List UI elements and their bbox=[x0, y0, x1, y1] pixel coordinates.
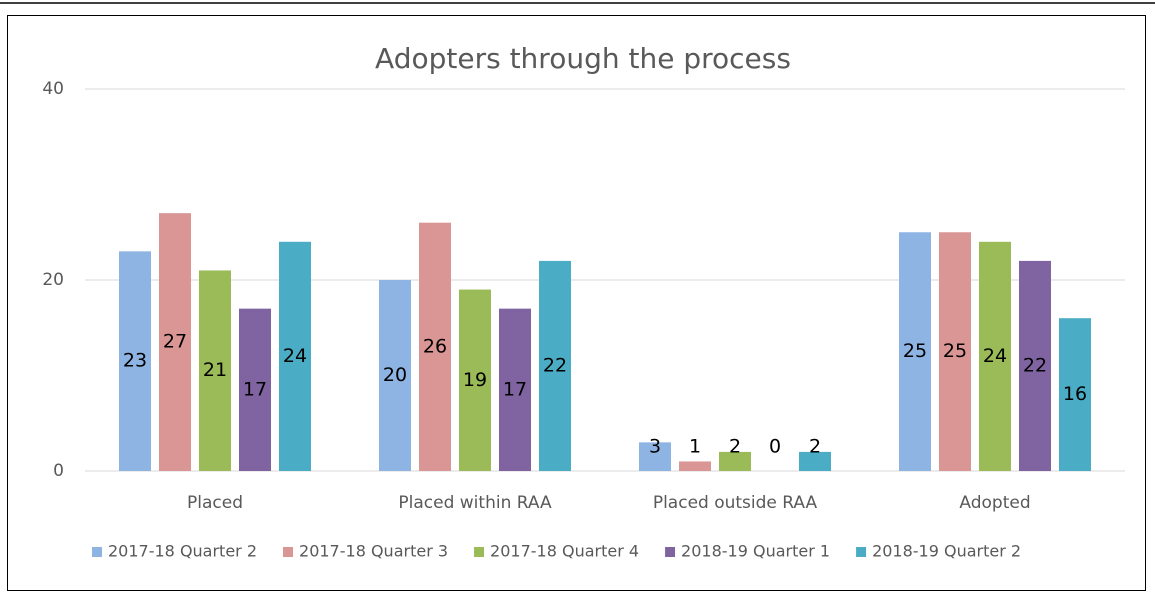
bar bbox=[199, 270, 231, 471]
bar bbox=[239, 308, 271, 471]
legend-swatch bbox=[474, 547, 485, 557]
bar bbox=[159, 213, 191, 471]
chart-title: Adopters through the process bbox=[375, 42, 791, 75]
chart-border bbox=[7, 15, 1146, 591]
data-label: 24 bbox=[283, 345, 307, 367]
y-tick-label: 40 bbox=[42, 79, 64, 99]
bar bbox=[459, 289, 491, 471]
legend-label: 2017-18 Quarter 2 bbox=[108, 542, 257, 561]
x-tick-label: Placed bbox=[187, 493, 243, 513]
data-label: 27 bbox=[163, 331, 187, 353]
data-label: 16 bbox=[1063, 383, 1087, 405]
legend-label: 2018-19 Quarter 1 bbox=[681, 542, 830, 561]
data-label: 22 bbox=[1023, 354, 1047, 376]
bar bbox=[539, 260, 571, 471]
data-label: 20 bbox=[383, 364, 407, 386]
bar bbox=[719, 451, 751, 471]
data-label: 17 bbox=[503, 378, 527, 400]
legend-label: 2017-18 Quarter 3 bbox=[299, 542, 448, 561]
bar bbox=[799, 451, 831, 471]
bar bbox=[979, 241, 1011, 471]
y-tick-label: 0 bbox=[53, 461, 64, 481]
bar bbox=[419, 222, 451, 471]
data-label: 24 bbox=[983, 345, 1007, 367]
x-tick-label: Placed within RAA bbox=[398, 493, 552, 513]
data-label: 3 bbox=[649, 436, 661, 458]
bar bbox=[279, 241, 311, 471]
bar bbox=[899, 232, 931, 471]
data-label: 2 bbox=[729, 436, 741, 458]
data-label: 22 bbox=[543, 354, 567, 376]
x-tick-label: Placed outside RAA bbox=[653, 493, 818, 513]
data-label: 0 bbox=[769, 436, 781, 458]
bar bbox=[499, 308, 531, 471]
bar bbox=[639, 442, 671, 471]
data-label: 21 bbox=[203, 359, 227, 381]
bar bbox=[119, 251, 151, 471]
bar bbox=[939, 232, 971, 471]
legend-swatch bbox=[283, 547, 294, 557]
bar bbox=[679, 461, 711, 471]
data-label: 17 bbox=[243, 378, 267, 400]
y-tick-label: 20 bbox=[42, 270, 64, 290]
x-tick-label: Adopted bbox=[959, 493, 1030, 513]
data-label: 2 bbox=[809, 436, 821, 458]
legend-label: 2017-18 Quarter 4 bbox=[490, 542, 639, 561]
legend-swatch bbox=[92, 547, 102, 557]
data-label: 1 bbox=[689, 436, 701, 458]
data-label: 23 bbox=[123, 350, 147, 372]
bar bbox=[379, 280, 411, 471]
data-label: 25 bbox=[943, 340, 967, 362]
legend-label: 2018-19 Quarter 2 bbox=[872, 542, 1021, 561]
bar bbox=[1059, 318, 1091, 471]
legend-swatch bbox=[856, 547, 867, 557]
data-label: 25 bbox=[903, 340, 927, 362]
data-label: 19 bbox=[463, 369, 487, 391]
legend-swatch bbox=[665, 547, 676, 557]
bar bbox=[1019, 260, 1051, 471]
data-label: 26 bbox=[423, 335, 447, 357]
